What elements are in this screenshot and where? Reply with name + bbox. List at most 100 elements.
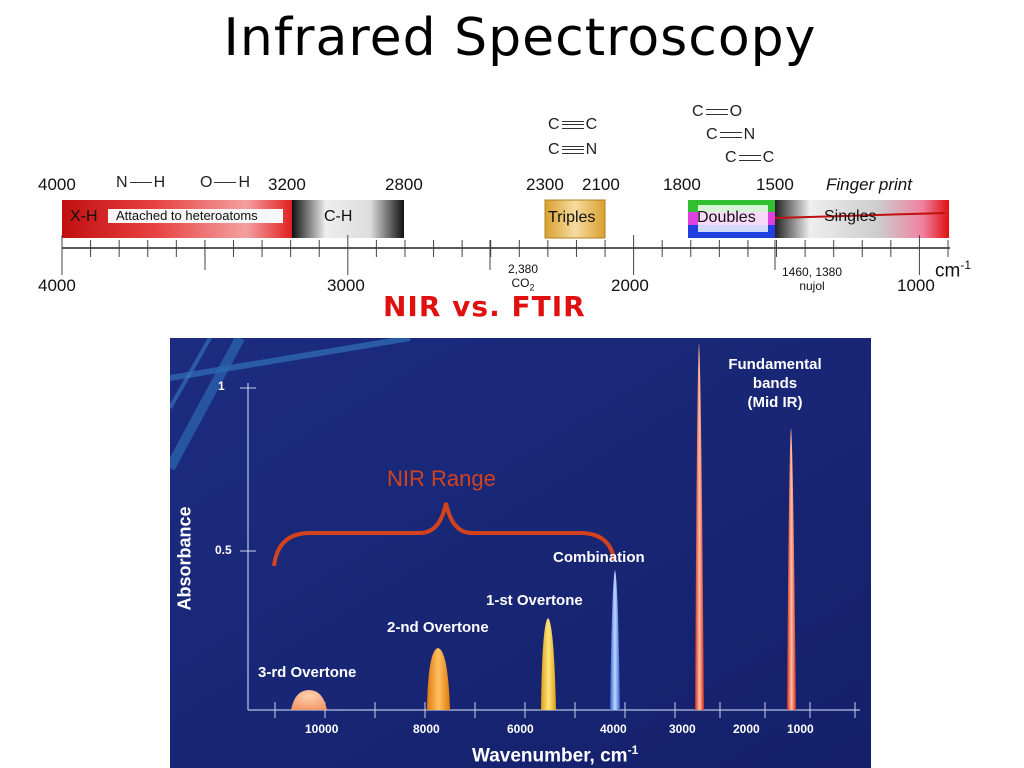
nir-x-axis-label: Wavenumber, cm-1 [472,743,638,767]
bond-atom: C [548,141,560,158]
x-tick-label: 8000 [413,722,440,736]
fundamental-peak-1 [695,343,704,710]
bond-atom: C [725,149,737,166]
fundamental-line-1: Fundamental [728,356,822,373]
overtone3-label: 3-rd Overtone [258,664,357,681]
bond-atom: C [762,149,775,166]
bottom-tick-label: 3000 [327,276,365,295]
bottom-tick-label: 4000 [38,276,76,295]
nir-range-bracket [272,502,616,567]
fundamental-peak-2 [787,428,796,710]
nujol-value: 1460, 1380 [781,265,843,279]
decorative-line [170,338,212,409]
overtone2-peak [427,648,450,710]
nir-range-label: NIR Range [387,466,496,491]
singles-band [775,200,949,238]
nir-background [170,338,871,768]
overtone3-peak [291,690,327,710]
x-tick-label: 1000 [787,722,814,736]
singles-band-label: Singles [824,208,877,225]
nir-chart: 1 0.5 Absorbance 10000 8000 6000 4000 30… [170,338,871,768]
top-tick-label: 4000 [38,175,76,194]
doubles-band-label: Doubles [697,209,756,226]
fundamental-line-3: (Mid IR) [747,394,803,411]
ch-band-label: C-H [324,208,353,225]
bond-atom: O [729,103,743,120]
bottom-tick-label: 2000 [611,276,649,295]
unit-label: cm-1 [935,258,971,282]
decorative-line [170,338,411,381]
combination-peak [610,570,620,710]
co2-value: 2,380 [507,262,539,276]
nujol-label: nujol [799,279,825,293]
y-tick-label: 0.5 [215,543,232,557]
single-bond-line [129,182,152,184]
top-tick-label: 2800 [385,175,423,194]
top-tick-label: 2300 [526,175,564,194]
bond-atom: C [692,103,704,120]
bond-atom: C [585,116,598,133]
doubles-band-highlight [698,205,768,232]
bond-atom: H [153,174,166,191]
top-tick-label: 2100 [582,175,620,194]
bond-atom: N [116,174,128,191]
nujol-note: 1460, 1380 nujol [772,265,852,293]
fundamental-line-2: bands [752,375,798,392]
co2-note: 2,380 CO2 [498,262,548,294]
x-tick-label: 4000 [600,722,627,736]
x-axis-exponent: -1 [627,743,639,757]
bond-atom: N [743,126,756,143]
bond-atom: O [200,174,213,191]
bond-atom: H [238,174,251,191]
co2-formula: CO [511,276,530,290]
combination-label: Combination [553,549,645,566]
bond-atom: C [706,126,718,143]
x-tick-label: 2000 [733,722,760,736]
y-tick-label: 1 [218,379,225,393]
nir-y-axis-label: Absorbance [174,506,195,611]
single-bond-line [214,182,237,184]
co2-subscript: 2 [529,282,535,293]
top-tick-label: 1800 [663,175,701,194]
double-bond-line [719,131,742,138]
x-tick-label: 6000 [507,722,534,736]
double-bond-line [738,154,761,161]
xh-band-highlight [108,209,283,223]
singles-band-line [774,212,946,219]
unit-exponent: -1 [960,258,971,272]
triple-bond-line [561,145,584,154]
overtone1-peak [541,618,556,710]
fundamental-label: Fundamental bands (Mid IR) [705,355,845,412]
unit-text: cm [935,260,961,282]
top-tick-label: 3200 [268,175,306,194]
fingerprint-label: Finger print [826,175,912,194]
bond-atom: N [585,141,598,158]
overtone1-label: 1-st Overtone [486,592,583,609]
triple-bond-line [561,120,584,129]
overtone2-label: 2-nd Overtone [387,619,489,636]
xh-band-label: X-H [70,208,98,225]
decorative-line [170,338,245,471]
ir-axis-ticks [61,235,949,275]
double-bond-line [705,108,728,115]
bond-atom: C [548,116,560,133]
ch-band [292,200,404,238]
triples-band-label: Triples [548,209,596,226]
ir-band-axis [61,199,950,275]
attached-heteroatoms-label: Attached to heteroatoms [116,208,258,223]
subtitle: NIR vs. FTIR [383,290,586,323]
x-tick-label: 3000 [669,722,696,736]
page-title: Infrared Spectroscopy [223,8,817,68]
triples-band [544,199,606,239]
x-tick-label: 10000 [305,722,339,736]
nir-chart-svg [170,338,871,768]
top-tick-label: 1500 [756,175,794,194]
x-axis-text: Wavenumber, cm [472,745,628,767]
